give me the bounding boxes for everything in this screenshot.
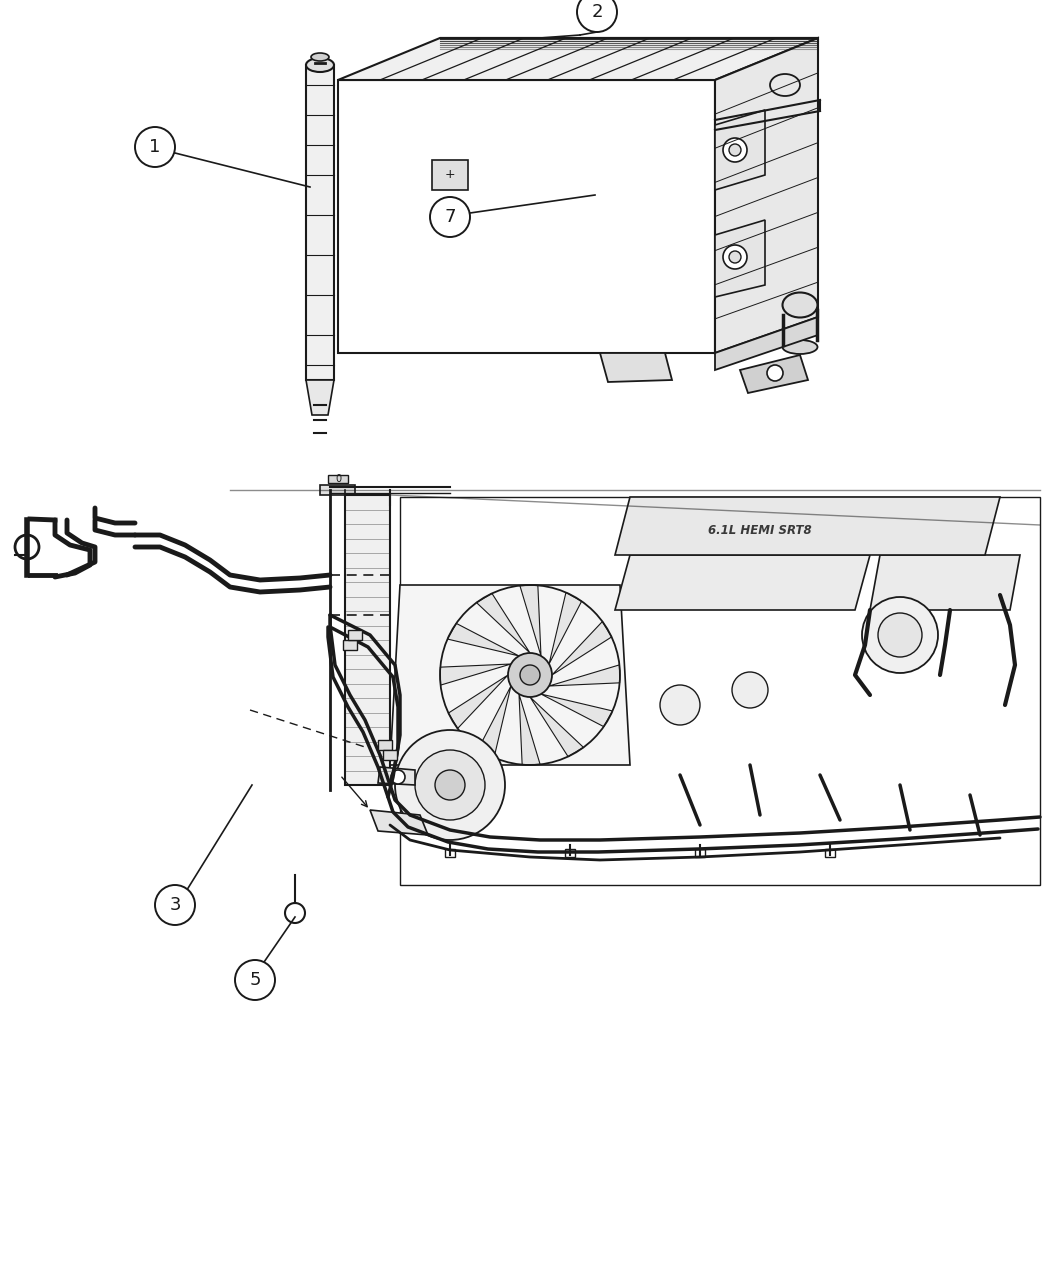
Polygon shape <box>306 65 334 380</box>
Ellipse shape <box>782 340 818 354</box>
Circle shape <box>155 885 195 924</box>
Text: 2: 2 <box>591 3 603 20</box>
Polygon shape <box>390 585 630 765</box>
Ellipse shape <box>782 292 818 317</box>
Polygon shape <box>306 380 334 414</box>
Circle shape <box>285 903 304 923</box>
Circle shape <box>508 653 552 697</box>
Ellipse shape <box>306 57 334 71</box>
Circle shape <box>395 731 505 840</box>
Circle shape <box>235 960 275 1000</box>
Text: 0: 0 <box>335 474 341 484</box>
Polygon shape <box>615 497 1000 555</box>
Polygon shape <box>519 694 540 765</box>
Bar <box>343 640 357 650</box>
Circle shape <box>723 245 747 269</box>
Ellipse shape <box>770 74 800 96</box>
Bar <box>348 630 362 640</box>
Polygon shape <box>541 694 612 727</box>
Polygon shape <box>520 585 541 655</box>
Circle shape <box>520 666 540 685</box>
Bar <box>378 740 392 750</box>
Polygon shape <box>477 593 530 653</box>
Text: 6.1L HEMI SRT8: 6.1L HEMI SRT8 <box>708 524 812 537</box>
Polygon shape <box>740 354 808 393</box>
Circle shape <box>435 770 465 799</box>
Polygon shape <box>870 555 1020 609</box>
Bar <box>445 849 455 857</box>
Polygon shape <box>338 80 715 353</box>
Polygon shape <box>400 497 1040 885</box>
Polygon shape <box>370 810 428 835</box>
Circle shape <box>766 365 783 381</box>
Circle shape <box>15 536 39 558</box>
Polygon shape <box>715 221 765 297</box>
Circle shape <box>729 251 741 263</box>
Polygon shape <box>600 353 672 382</box>
Text: 1: 1 <box>149 138 161 156</box>
Polygon shape <box>549 664 619 686</box>
Polygon shape <box>328 476 348 483</box>
Text: 5: 5 <box>249 972 260 989</box>
Polygon shape <box>549 593 582 664</box>
Text: +: + <box>445 168 456 181</box>
Polygon shape <box>552 621 611 674</box>
Polygon shape <box>447 623 519 655</box>
Polygon shape <box>448 674 508 728</box>
Polygon shape <box>378 768 415 785</box>
Polygon shape <box>432 159 468 190</box>
Circle shape <box>415 750 485 820</box>
Bar <box>825 849 835 857</box>
Circle shape <box>135 128 175 167</box>
Polygon shape <box>440 664 511 685</box>
Polygon shape <box>479 686 511 757</box>
Circle shape <box>578 0 617 32</box>
Polygon shape <box>715 110 765 190</box>
Polygon shape <box>320 484 355 495</box>
Bar <box>383 750 397 760</box>
Bar <box>565 849 575 857</box>
Text: 7: 7 <box>444 208 456 226</box>
Polygon shape <box>338 38 818 80</box>
Polygon shape <box>715 317 818 370</box>
Circle shape <box>729 144 741 156</box>
Circle shape <box>430 198 470 237</box>
Circle shape <box>878 613 922 657</box>
Circle shape <box>391 770 405 784</box>
Text: 3: 3 <box>169 896 181 914</box>
Circle shape <box>862 597 938 673</box>
Polygon shape <box>615 555 870 609</box>
Polygon shape <box>345 495 390 785</box>
Ellipse shape <box>311 54 329 61</box>
Circle shape <box>723 138 747 162</box>
Bar <box>695 849 705 857</box>
Polygon shape <box>530 697 584 756</box>
Polygon shape <box>715 38 818 353</box>
Circle shape <box>660 685 700 725</box>
Circle shape <box>732 672 768 708</box>
